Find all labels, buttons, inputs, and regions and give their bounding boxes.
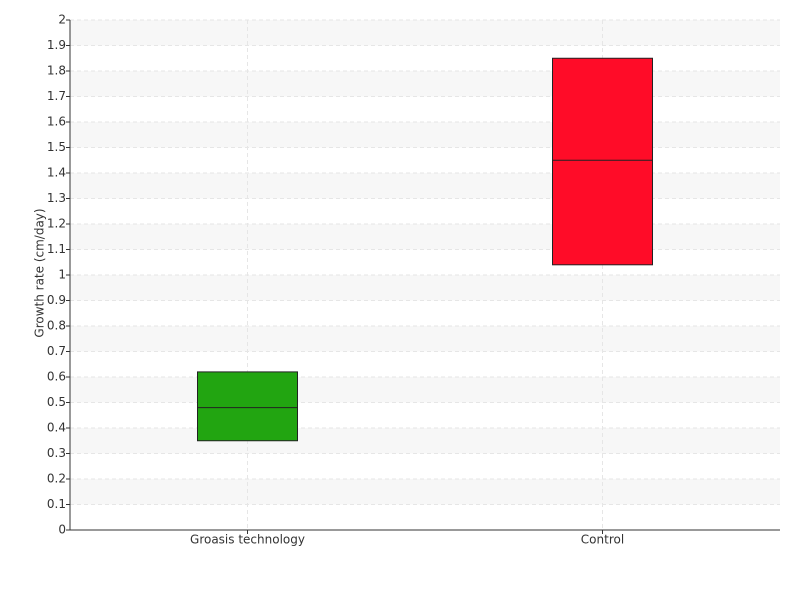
y-tick-label: 1.4 — [47, 166, 66, 180]
y-tick-label: 1.6 — [47, 115, 66, 129]
y-tick-label: 1.1 — [47, 242, 66, 256]
y-tick-label: 0.8 — [47, 319, 66, 333]
grid-band — [70, 377, 780, 403]
y-tick-label: 1.3 — [47, 191, 66, 205]
grid-band — [70, 173, 780, 199]
y-tick-label: 0.3 — [47, 446, 66, 460]
y-tick-label: 1.7 — [47, 89, 66, 103]
x-tick-label: Control — [581, 533, 624, 547]
y-axis-label: Growth rate (cm/day) — [33, 208, 47, 337]
y-tick-label: 1.5 — [47, 140, 66, 154]
y-tick-label: 0 — [58, 523, 66, 537]
y-tick-label: 0.5 — [47, 395, 66, 409]
y-tick-label: 0.6 — [47, 370, 66, 384]
y-tick-label: 0.9 — [47, 293, 66, 307]
y-tick-label: 1.2 — [47, 217, 66, 231]
grid-band — [70, 428, 780, 454]
grid-band — [70, 20, 780, 46]
grid-band — [70, 224, 780, 250]
y-tick-label: 1.9 — [47, 38, 66, 52]
y-tick-label: 0.2 — [47, 472, 66, 486]
y-tick-label: 1 — [58, 268, 66, 282]
grid-band — [70, 122, 780, 148]
grid-band — [70, 275, 780, 301]
grid-band — [70, 326, 780, 352]
y-tick-label: 0.4 — [47, 421, 66, 435]
grid-band — [70, 479, 780, 505]
box — [552, 57, 653, 266]
x-tick-label: Groasis technology — [190, 533, 305, 547]
box — [197, 371, 298, 442]
y-tick-label: 1.8 — [47, 64, 66, 78]
y-tick-label: 0.7 — [47, 344, 66, 358]
y-tick-label: 0.1 — [47, 497, 66, 511]
y-tick-label: 2 — [58, 13, 66, 27]
grid-band — [70, 71, 780, 97]
